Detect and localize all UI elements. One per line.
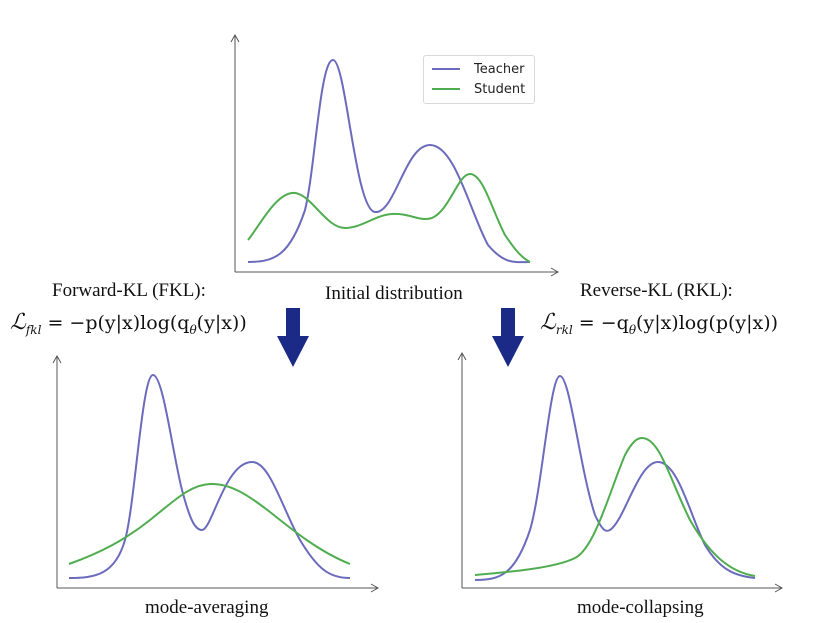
left-title: Forward-KL (FKL):	[52, 280, 206, 301]
rkl-tail: (y|x)log(p(y|x))	[636, 312, 779, 334]
rkl-subscript: rkl	[555, 322, 573, 337]
top-caption: Initial distribution	[325, 283, 463, 304]
legend-teacher-label: Teacher	[474, 61, 525, 77]
fkl-rhs: = −p(y|x)log(q	[41, 312, 190, 334]
fkl-loss-symbol: ℒ	[10, 310, 26, 335]
fkl-subscript: fkl	[25, 322, 42, 337]
rkl-formula: ℒrkl = −qθ(y|x)log(p(y|x))	[540, 310, 778, 337]
right-title: Reverse-KL (RKL):	[580, 280, 733, 301]
rkl-theta: θ	[628, 322, 637, 337]
right-student-curve	[474, 436, 756, 577]
left-x-arrowhead	[370, 583, 380, 593]
fkl-tail: (y|x))	[196, 312, 247, 334]
fkl-formula: ℒfkl = −p(y|x)log(qθ(y|x))	[10, 310, 247, 337]
left-caption: mode-averaging	[145, 597, 269, 618]
student-swatch	[432, 88, 460, 90]
legend-student-label: Student	[474, 81, 526, 97]
down-arrow-icon	[492, 308, 524, 367]
legend-student: Student	[432, 80, 525, 98]
top-x-arrowhead	[550, 267, 560, 277]
legend: Teacher Student	[423, 55, 535, 104]
legend-teacher: Teacher	[432, 60, 524, 78]
top-student-curve	[247, 172, 531, 263]
top-axes	[230, 33, 560, 277]
right-y-arrowhead	[457, 351, 467, 361]
top-y-arrowhead	[230, 33, 240, 43]
right-x-arrowhead	[774, 583, 784, 593]
right-caption: mode-collapsing	[577, 597, 704, 618]
right-teacher-curve	[474, 374, 756, 581]
rkl-loss-symbol: ℒ	[540, 310, 556, 335]
left-axes	[52, 354, 380, 593]
rkl-rhs: = −q	[572, 312, 629, 334]
left-student-curve	[68, 482, 351, 565]
right-axes	[457, 351, 784, 593]
top-teacher-curve	[247, 58, 531, 264]
left-teacher-curve	[68, 373, 351, 579]
left-y-arrowhead	[52, 354, 62, 364]
teacher-swatch	[432, 68, 460, 70]
fkl-theta: θ	[189, 322, 197, 337]
down-arrow-icon	[277, 308, 309, 367]
